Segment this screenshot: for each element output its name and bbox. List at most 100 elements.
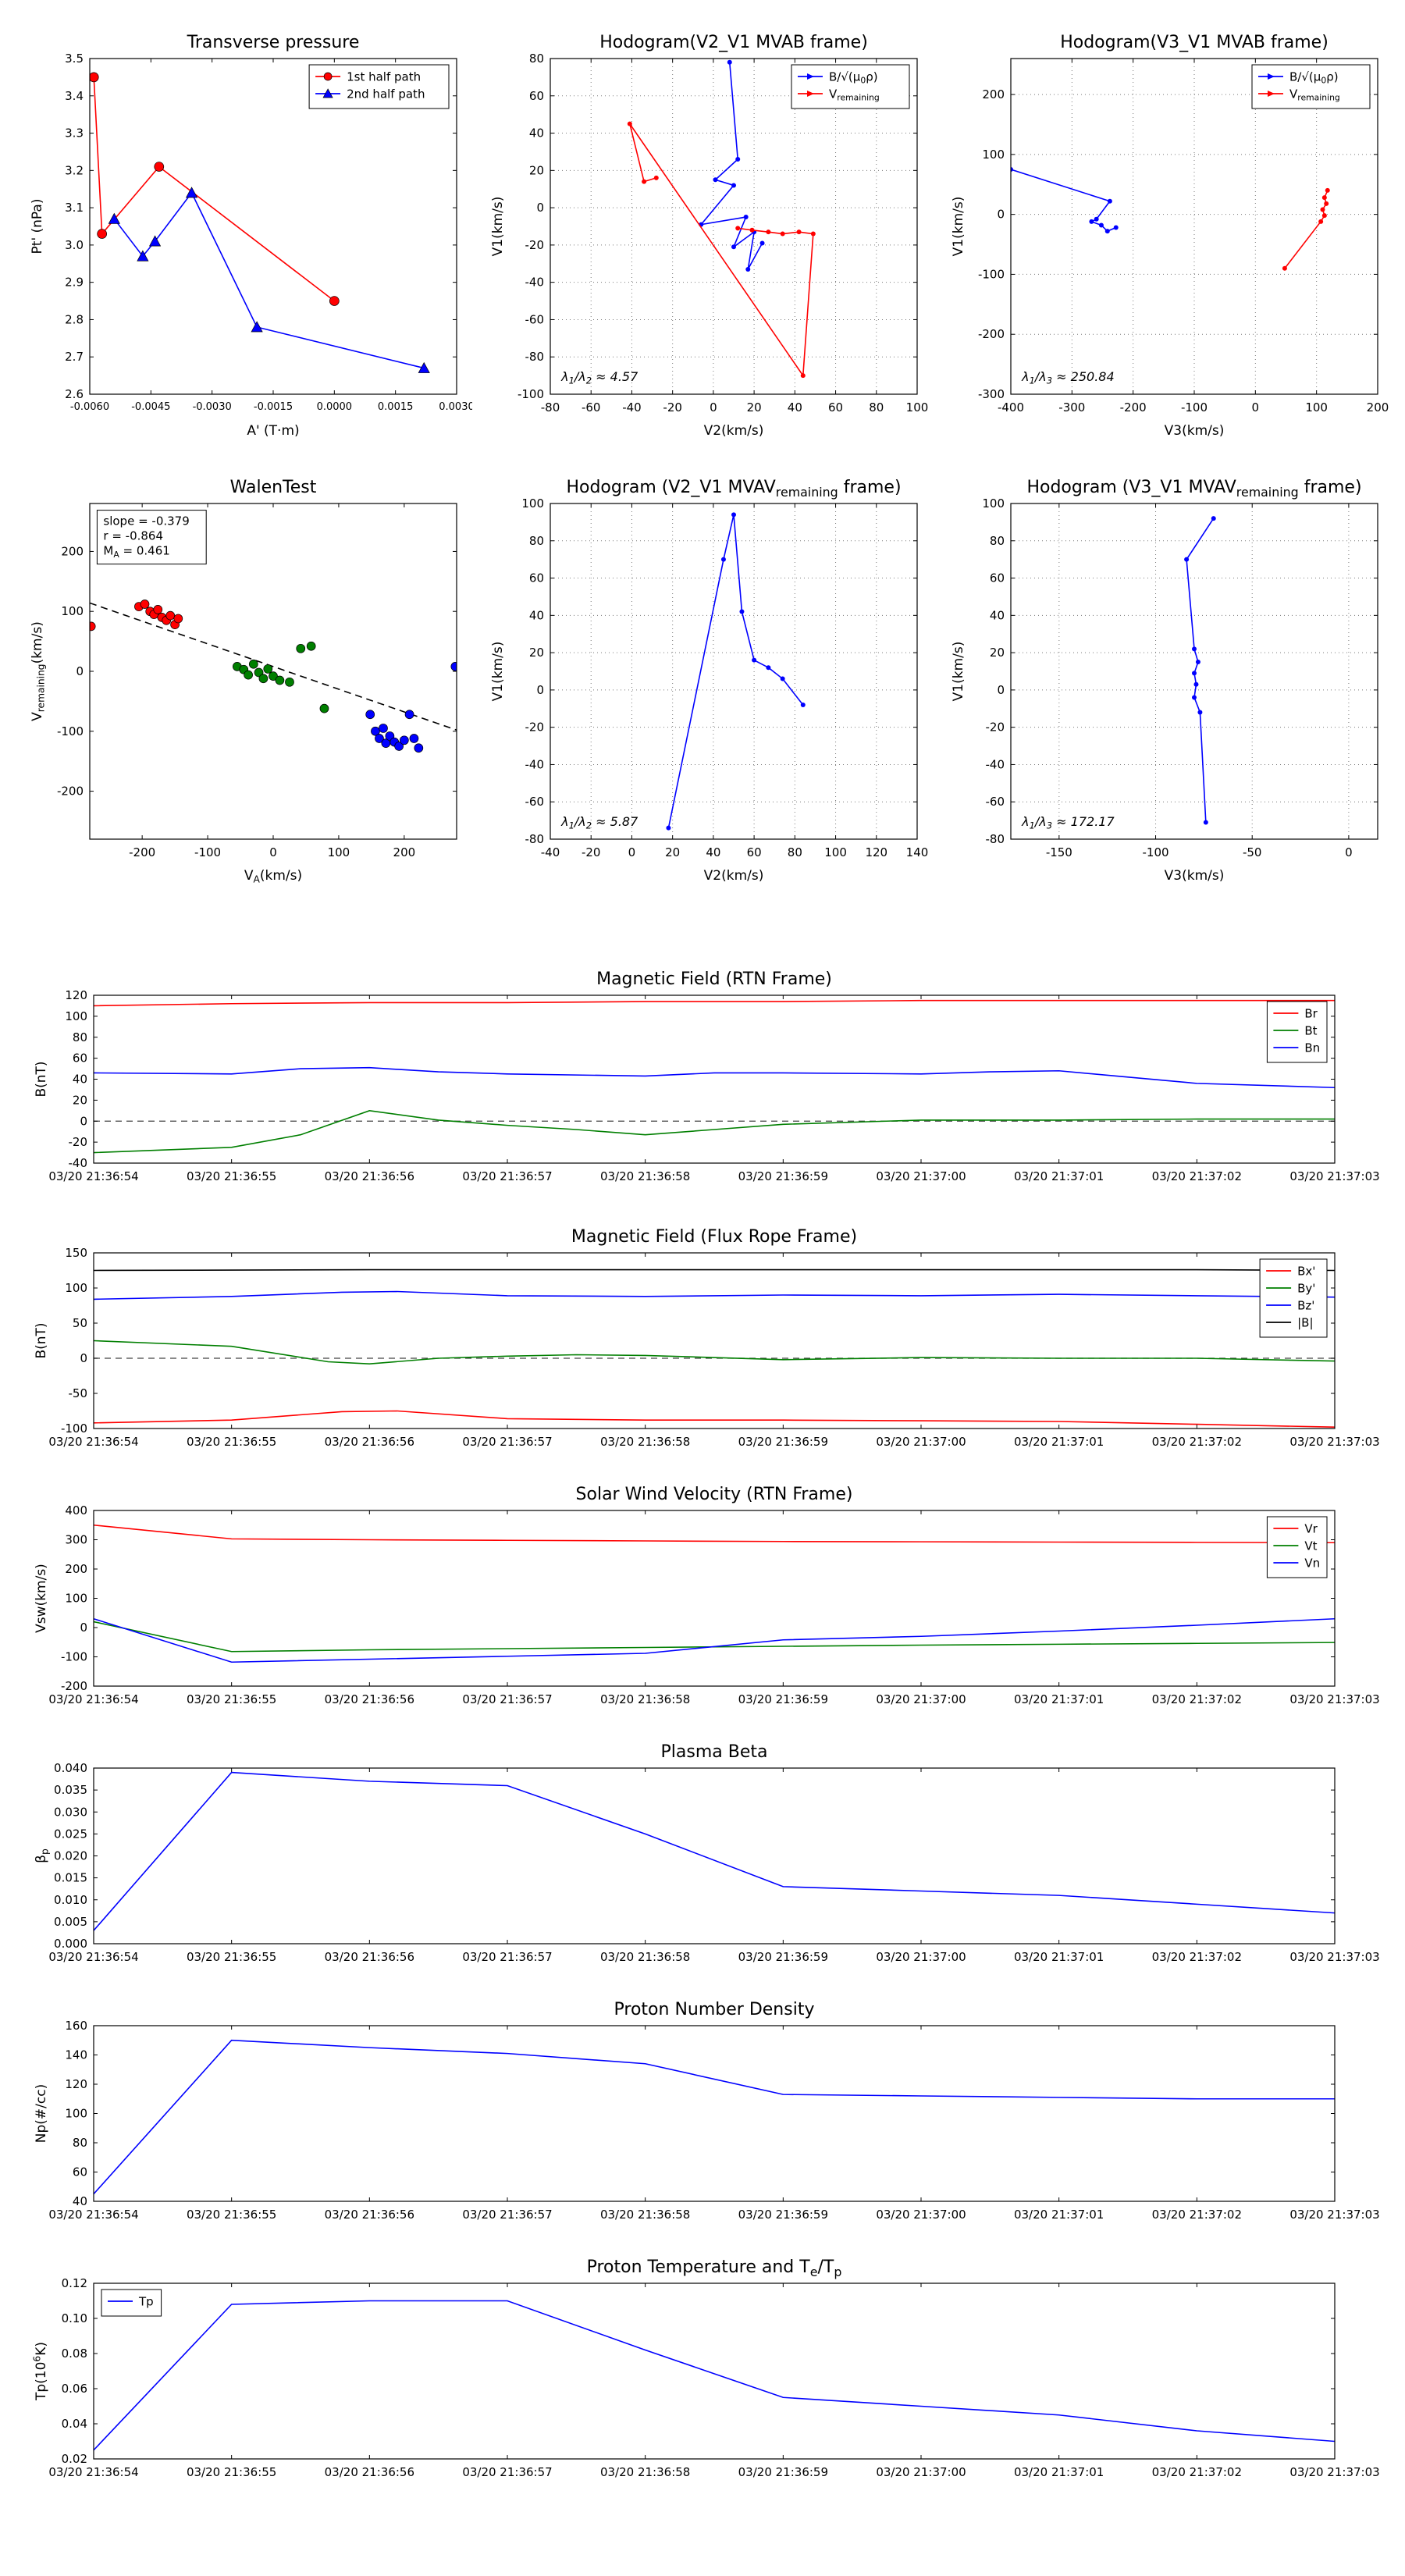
y-tick-label: -60 <box>986 795 1005 809</box>
y-tick-label: 80 <box>529 534 544 548</box>
x-tick-label: -20 <box>663 400 682 415</box>
legend-label: Tp <box>138 2294 154 2308</box>
y-tick-label: 0.020 <box>54 1849 87 1863</box>
y-tick-label: 0 <box>997 208 1005 222</box>
series-Tp <box>94 2300 1335 2451</box>
y-axis-label: Pt' (nPa) <box>30 199 45 254</box>
ticks: 03/20 21:36:54 03/20 21:36:55 03/20 21:36:… <box>48 2276 1379 2479</box>
x-tick-label: 03/20 21:36:57 <box>462 2208 552 2222</box>
y-tick-label: 0.025 <box>54 1827 87 1841</box>
x-tick-label: 0.0000 <box>317 401 353 413</box>
mag-field-rtn-svg: 03/20 21:36:54 03/20 21:36:55 03/20 21:36:… <box>34 970 1380 1183</box>
hodogram-v2v1-mvav-plot-area <box>666 512 806 831</box>
legend-label: Bt <box>1304 1023 1317 1037</box>
y-tick-label: 3.2 <box>65 163 84 177</box>
legend-label: Vr <box>1304 1521 1318 1535</box>
chart-hodogram-v2v1-mvav: -40 -20 0 20 40 60 80 100 120 140 -80 -60 -40 -20 0 20 4… <box>476 464 933 890</box>
x-tick-label: 03/20 21:37:00 <box>876 2465 966 2479</box>
y-tick-label: 0 <box>80 1621 87 1635</box>
x-axis-label: A' (T·m) <box>247 423 299 439</box>
chart-hodogram-v3v1-mvav: -150 -100 -50 0 -80 -60 -40 -20 0 20 40 60 80 100 Hodo… <box>937 464 1393 890</box>
x-tick-label: 03/20 21:36:57 <box>462 1435 552 1449</box>
x-tick-label: 80 <box>869 400 884 415</box>
x-tick-label: 03/20 21:36:57 <box>462 1692 552 1706</box>
y-tick-label: -300 <box>978 387 1005 401</box>
y-tick-label: 20 <box>73 1093 87 1107</box>
grid <box>550 503 918 840</box>
mag-field-flux-rope-plot-area <box>94 1268 1335 1428</box>
chart-title: Hodogram (V2_V1 MVAVremaining frame) <box>566 478 901 500</box>
x-tick-label: -200 <box>129 845 155 859</box>
x-tick-label: -100 <box>1143 845 1169 859</box>
y-tick-label: -50 <box>69 1386 88 1400</box>
y-axis-label: V1(km/s) <box>951 642 966 702</box>
x-tick-label: 03/20 21:36:55 <box>187 1950 276 1964</box>
y-tick-label: 0.015 <box>54 1871 87 1885</box>
walen-test-plot-area <box>90 600 457 753</box>
mag-field-flux-rope-svg: 03/20 21:36:54 03/20 21:36:55 03/20 21:36:… <box>34 1227 1380 1449</box>
x-tick-label: 100 <box>328 845 350 859</box>
series-Br <box>94 999 1335 1007</box>
y-tick-label: 150 <box>65 1246 87 1260</box>
hodogram-v3v1-mvav-plot-area <box>1184 516 1216 825</box>
walen-test-svg: -200 -100 0 100 200 -200 -100 0 100 200 WalenTest V… <box>30 478 457 885</box>
ticks: -150 -100 -50 0 -80 -60 -40 -20 0 20 40 60 80 100 <box>982 496 1378 859</box>
y-tick-label: 100 <box>65 1592 87 1606</box>
proton-density-svg: 03/20 21:36:54 03/20 21:36:55 03/20 21:36:… <box>34 2000 1380 2222</box>
x-tick-label: 140 <box>906 845 929 859</box>
y-tick-label: 200 <box>982 87 1005 101</box>
hodogram-v2v1-mvab-svg: -80 -60 -40 -20 0 20 40 60 80 100-100-80-60-40-20… <box>490 33 928 439</box>
chart-title: Solar Wind Velocity (RTN Frame) <box>576 1485 853 1504</box>
solar-wind-velocity-svg: 03/20 21:36:54 03/20 21:36:55 03/20 21:36:… <box>34 1485 1380 1706</box>
y-tick-label: 0.08 <box>62 2347 87 2361</box>
legend-label: B/√(μ0ρ) <box>829 69 878 85</box>
x-tick-label: 03/20 21:36:55 <box>187 2465 276 2479</box>
x-tick-label: 03/20 21:36:54 <box>48 2465 138 2479</box>
y-tick-label: -40 <box>69 1156 88 1170</box>
x-axis-label: V2(km/s) <box>704 423 764 439</box>
x-tick-label: 03/20 21:36:57 <box>462 1950 552 1964</box>
y-axis-label: V1(km/s) <box>490 642 506 702</box>
ticks: -200 -100 0 100 200 -200 -100 0 100 200 <box>57 503 457 859</box>
x-tick-label: 03/20 21:36:55 <box>187 1692 276 1706</box>
x-tick-label: 03/20 21:36:56 <box>325 1692 414 1706</box>
x-tick-label: 03/20 21:36:59 <box>738 1435 828 1449</box>
plasma-beta-svg: 03/20 21:36:54 03/20 21:36:55 03/20 21:36:… <box>34 1742 1380 1964</box>
x-tick-label: 03/20 21:36:58 <box>600 2465 690 2479</box>
y-tick-label: 0.030 <box>54 1805 87 1819</box>
y-tick-label: 3.4 <box>65 89 84 103</box>
x-tick-label: 03/20 21:36:59 <box>738 1169 828 1183</box>
stats-line: MA = 0.461 <box>103 544 169 560</box>
x-tick-label: 03/20 21:37:01 <box>1014 2465 1104 2479</box>
y-tick-label: 0.000 <box>54 1937 87 1951</box>
series-By-prime <box>94 1340 1335 1365</box>
chart-title: Proton Temperature and Te/Tp <box>587 2258 842 2279</box>
x-tick-label: -200 <box>1120 400 1147 415</box>
legend-label: Bn <box>1304 1041 1320 1055</box>
series-Bx-prime <box>94 1410 1335 1428</box>
chart-proton-temp: 03/20 21:36:54 03/20 21:36:55 03/20 21:36:… <box>16 2244 1382 2502</box>
y-tick-label: -100 <box>61 1650 87 1664</box>
y-tick-label: 60 <box>529 571 544 585</box>
ticks: -80 -60 -40 -20 0 20 40 60 80 100-100-80-60-40-20… <box>518 52 928 415</box>
y-axis-label: B(nT) <box>34 1061 49 1097</box>
x-tick-label: 03/20 21:37:01 <box>1014 1950 1104 1964</box>
x-tick-label: 03/20 21:37:02 <box>1152 1169 1242 1183</box>
x-tick-label: 03/20 21:36:59 <box>738 1692 828 1706</box>
y-tick-label: 2.6 <box>65 387 84 401</box>
series-Vr <box>94 1524 1335 1544</box>
y-tick-label: 200 <box>65 1562 87 1576</box>
x-axis-label: V3(km/s) <box>1165 423 1225 439</box>
x-axis-label: V3(km/s) <box>1165 868 1225 884</box>
x-tick-label: 03/20 21:36:58 <box>600 2208 690 2222</box>
chart-walen-test: -200 -100 0 100 200 -200 -100 0 100 200 WalenTest V… <box>16 464 472 890</box>
chart-title: WalenTest <box>230 478 317 497</box>
y-tick-label: 80 <box>73 2136 87 2150</box>
series-V-remaining <box>1282 187 1330 271</box>
x-tick-label: 03/20 21:36:58 <box>600 1692 690 1706</box>
y-tick-label: -40 <box>525 276 545 290</box>
legend-label: Bx' <box>1297 1264 1315 1278</box>
x-axis-label: VA(km/s) <box>244 868 302 885</box>
y-tick-label: -40 <box>986 757 1005 771</box>
series-first-half-points <box>90 600 183 632</box>
